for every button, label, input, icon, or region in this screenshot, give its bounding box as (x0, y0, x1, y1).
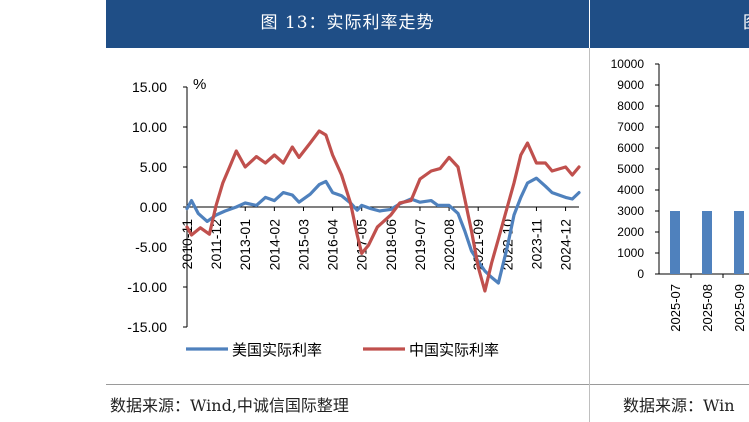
source-note-right: 数据来源：Win (623, 396, 735, 415)
y-axis-unit-label: % (193, 76, 206, 93)
x-tick-label: 2013-01 (237, 219, 253, 271)
x-tick-label: 2011-12 (208, 219, 224, 270)
x-tick-label: 2016-04 (325, 219, 341, 271)
bar-y-tick-label: 10000 (611, 57, 645, 71)
panel-divider (589, 48, 590, 422)
legend-label-cn: 中国实际利率 (409, 342, 499, 359)
series-line-cn (185, 129, 581, 293)
legend-label-us: 美国实际利率 (232, 342, 322, 359)
bar-x-tick-label: 2025-08 (700, 284, 715, 332)
y-tick-label: 5.00 (140, 159, 167, 175)
x-tick-label: 2015-03 (295, 219, 311, 271)
x-tick-label: 2018-06 (383, 219, 399, 271)
bar-y-tick-label: 3000 (617, 204, 644, 218)
source-separator-right (590, 384, 749, 385)
bar-y-tick-label: 8000 (617, 99, 644, 113)
bar-y-tick-label: 9000 (617, 78, 644, 92)
chart-header-right: 图 (590, 0, 749, 48)
x-tick-label: 2020-08 (441, 219, 457, 271)
real-rate-line-chart: 15.00 10.00 5.00 0.00 -5.00 -10.00 -15.00% 201… (127, 76, 581, 359)
y-tick-label: 15.00 (132, 79, 167, 95)
bar-y-tick-label: 6000 (617, 141, 644, 155)
bar-y-tick-label: 5000 (617, 162, 644, 176)
y-tick-label: -15.00 (127, 319, 167, 335)
series-line-us (185, 176, 581, 285)
bar (702, 211, 712, 274)
right-bar-chart: 1000090008000700060005000400030002000100… (611, 57, 749, 332)
x-tick-label: 2024-12 (558, 219, 574, 271)
y-tick-label: 0.00 (140, 199, 167, 215)
bar-x-tick-label: 2025-09 (732, 284, 747, 332)
bar-y-tick-label: 2000 (617, 225, 644, 239)
chart-header-left: 图 13：实际利率走势 (106, 0, 589, 48)
chart-title-left: 图 13：实际利率走势 (260, 13, 435, 33)
x-tick-label: 2023-11 (528, 219, 544, 270)
bar-y-tick-label: 7000 (617, 120, 644, 134)
bar-y-tick-label: 0 (637, 267, 644, 281)
bar (734, 211, 744, 274)
bar-y-tick-label: 4000 (617, 183, 644, 197)
source-note-left: 数据来源：Wind,中诚信国际整理 (110, 396, 349, 415)
bar-x-tick-label: 2025-07 (668, 284, 683, 332)
y-tick-label: -10.00 (127, 279, 167, 295)
bar (670, 211, 680, 274)
bar-y-tick-label: 1000 (617, 246, 644, 260)
chart-title-right: 图 (743, 8, 749, 33)
y-tick-label: 10.00 (132, 119, 167, 135)
x-tick-label: 2014-02 (266, 219, 282, 271)
y-tick-label: -5.00 (135, 239, 167, 255)
source-separator-left (106, 384, 589, 385)
x-tick-label: 2019-07 (412, 219, 428, 271)
